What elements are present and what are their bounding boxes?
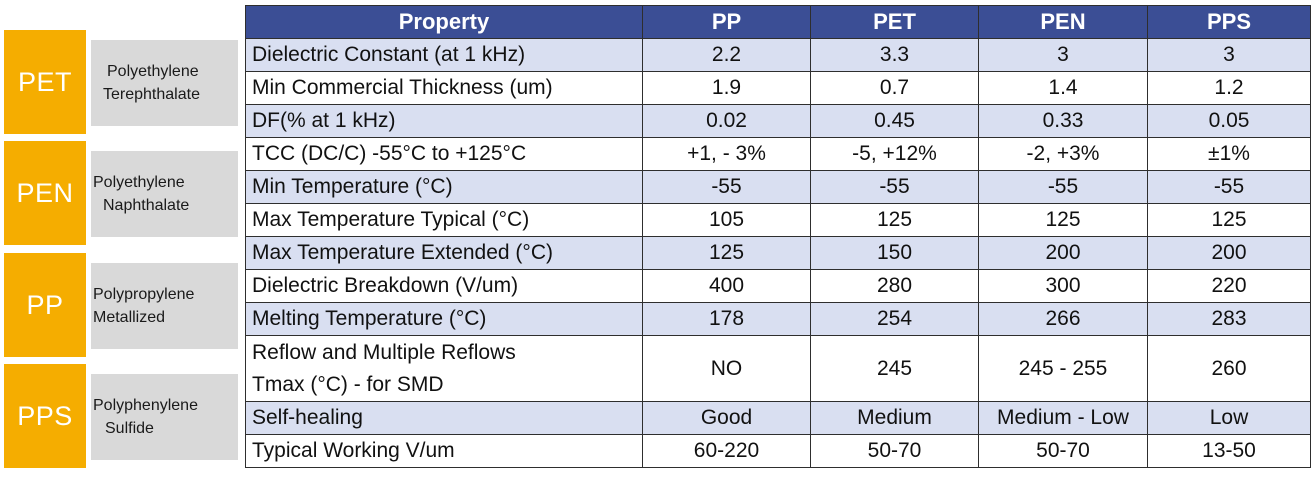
table-row: Max Temperature Typical (°C) 105 125 125… (245, 203, 1311, 237)
property-cell: Max Temperature Extended (°C) (245, 236, 643, 270)
header-property: Property (245, 5, 643, 39)
pet-cell: 0.7 (810, 71, 979, 105)
pp-cell: 105 (642, 203, 811, 237)
pps-cell: 0.05 (1147, 104, 1311, 138)
material-legend: PET Polyethylene Terephthalate PEN Polye… (0, 0, 240, 477)
pps-cell: 283 (1147, 302, 1311, 336)
fullname-pp-line1: Polypropylene (93, 286, 195, 303)
property-cell: Max Temperature Typical (°C) (245, 203, 643, 237)
pps-cell: 200 (1147, 236, 1311, 270)
pp-cell: NO (642, 335, 811, 402)
property-cell: Min Temperature (°C) (245, 170, 643, 204)
pen-cell: Medium - Low (978, 401, 1148, 435)
table-row: Typical Working V/um 60-220 50-70 50-70 … (245, 434, 1311, 468)
property-line2: Tmax (°C) - for SMD (252, 372, 444, 396)
header-pps: PPS (1147, 5, 1311, 39)
table-row: Reflow and Multiple Reflows Tmax (°C) - … (245, 335, 1311, 402)
fullname-pps-line2: Sulfide (105, 420, 154, 437)
table-row: Min Commercial Thickness (um) 1.9 0.7 1.… (245, 71, 1311, 105)
property-cell: Dielectric Constant (at 1 kHz) (245, 38, 643, 72)
pet-cell: 3.3 (810, 38, 979, 72)
pet-cell: 125 (810, 203, 979, 237)
table-row: TCC (DC/C) -55°C to +125°C +1, - 3% -5, … (245, 137, 1311, 171)
pp-cell: Good (642, 401, 811, 435)
table-header-row: Property PP PET PEN PPS (245, 5, 1311, 39)
table-row: Dielectric Breakdown (V/um) 400 280 300 … (245, 269, 1311, 303)
property-cell: TCC (DC/C) -55°C to +125°C (245, 137, 643, 171)
fullname-pp: Polypropylene Metallized (91, 263, 238, 349)
fullname-pp-line2: Metallized (93, 309, 166, 326)
table-row: Dielectric Constant (at 1 kHz) 2.2 3.3 3… (245, 38, 1311, 72)
pen-cell: 50-70 (978, 434, 1148, 468)
pet-cell: 254 (810, 302, 979, 336)
property-cell: Reflow and Multiple Reflows Tmax (°C) - … (245, 335, 643, 402)
pet-cell: 280 (810, 269, 979, 303)
header-pp: PP (642, 5, 811, 39)
badge-pp: PP (4, 253, 86, 357)
property-cell: Self-healing (245, 401, 643, 435)
pen-cell: 3 (978, 38, 1148, 72)
pp-cell: -55 (642, 170, 811, 204)
fullname-pet-line1: Polyethylene (107, 63, 199, 80)
badge-pet: PET (4, 30, 86, 134)
property-cell: Min Commercial Thickness (um) (245, 71, 643, 105)
header-pen: PEN (978, 5, 1148, 39)
fullname-pet-line2: Terephthalate (103, 86, 200, 103)
pet-cell: -5, +12% (810, 137, 979, 171)
fullname-pen-line1: Polyethylene (93, 174, 185, 191)
pet-cell: Medium (810, 401, 979, 435)
pp-cell: 0.02 (642, 104, 811, 138)
fullname-pet: Polyethylene Terephthalate (91, 40, 238, 126)
pet-cell: 0.45 (810, 104, 979, 138)
pp-cell: 60-220 (642, 434, 811, 468)
fullname-pen: Polyethylene Naphthalate (91, 151, 238, 237)
table-row: Melting Temperature (°C) 178 254 266 283 (245, 302, 1311, 336)
pet-cell: 50-70 (810, 434, 979, 468)
pps-cell: 260 (1147, 335, 1311, 402)
property-cell: Typical Working V/um (245, 434, 643, 468)
pen-cell: 0.33 (978, 104, 1148, 138)
pen-cell: 200 (978, 236, 1148, 270)
table-row: Max Temperature Extended (°C) 125 150 20… (245, 236, 1311, 270)
pps-cell: ±1% (1147, 137, 1311, 171)
pps-cell: Low (1147, 401, 1311, 435)
pen-cell: -2, +3% (978, 137, 1148, 171)
property-line1: Reflow and Multiple Reflows (252, 340, 516, 364)
pet-cell: -55 (810, 170, 979, 204)
property-cell: Dielectric Breakdown (V/um) (245, 269, 643, 303)
pp-cell: 1.9 (642, 71, 811, 105)
pps-cell: 3 (1147, 38, 1311, 72)
pps-cell: 1.2 (1147, 71, 1311, 105)
badge-pps: PPS (4, 364, 86, 468)
pps-cell: -55 (1147, 170, 1311, 204)
pen-cell: -55 (978, 170, 1148, 204)
pp-cell: 178 (642, 302, 811, 336)
pen-cell: 266 (978, 302, 1148, 336)
fullname-pps: Polyphenylene Sulfide (91, 374, 238, 460)
table-row: Min Temperature (°C) -55 -55 -55 -55 (245, 170, 1311, 204)
property-cell: Melting Temperature (°C) (245, 302, 643, 336)
table-row: DF(% at 1 kHz) 0.02 0.45 0.33 0.05 (245, 104, 1311, 138)
pp-cell: 2.2 (642, 38, 811, 72)
badge-pen: PEN (4, 141, 86, 245)
pp-cell: 125 (642, 236, 811, 270)
pp-cell: +1, - 3% (642, 137, 811, 171)
property-cell: DF(% at 1 kHz) (245, 104, 643, 138)
pp-cell: 400 (642, 269, 811, 303)
fullname-pen-line2: Naphthalate (103, 197, 190, 214)
pen-cell: 300 (978, 269, 1148, 303)
header-pet: PET (810, 5, 979, 39)
pet-cell: 150 (810, 236, 979, 270)
pen-cell: 125 (978, 203, 1148, 237)
pps-cell: 125 (1147, 203, 1311, 237)
pen-cell: 1.4 (978, 71, 1148, 105)
fullname-pps-line1: Polyphenylene (93, 397, 198, 414)
pen-cell: 245 - 255 (978, 335, 1148, 402)
pps-cell: 13-50 (1147, 434, 1311, 468)
property-comparison-table: Property PP PET PEN PPS Dielectric Const… (245, 5, 1311, 468)
pet-cell: 245 (810, 335, 979, 402)
pps-cell: 220 (1147, 269, 1311, 303)
table-row: Self-healing Good Medium Medium - Low Lo… (245, 401, 1311, 435)
